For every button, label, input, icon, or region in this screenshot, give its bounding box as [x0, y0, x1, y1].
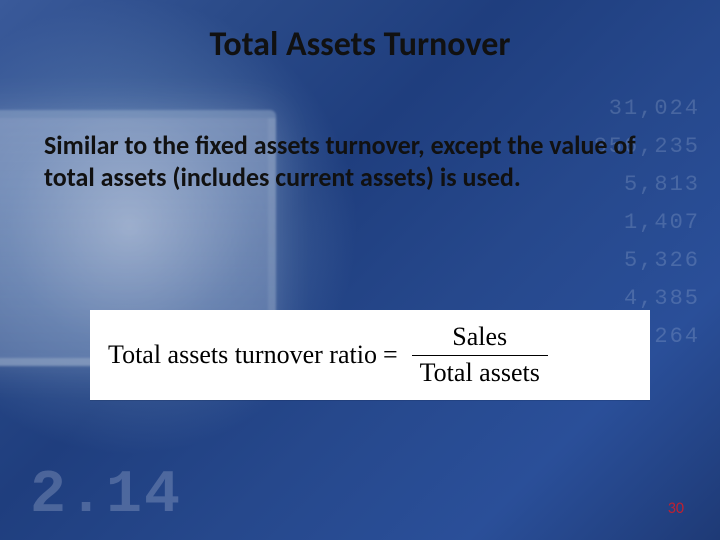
formula-box: Total assets turnover ratio = Sales Tota… — [90, 310, 650, 400]
formula-lhs: Total assets turnover ratio — [108, 340, 377, 370]
slide: 31,024 856,235 5,813 1,407 5,326 4,385 7… — [0, 0, 720, 540]
formula-equals: = — [377, 340, 406, 370]
formula-numerator: Sales — [436, 323, 523, 355]
page-number: 30 — [668, 499, 684, 518]
slide-body-text: Similar to the fixed assets turnover, ex… — [44, 130, 676, 193]
formula-fraction: Sales Total assets — [412, 323, 548, 387]
formula-denominator: Total assets — [412, 356, 548, 388]
slide-title: Total Assets Turnover — [0, 24, 720, 65]
background-numbers-bottom: 2.14 — [30, 462, 182, 530]
